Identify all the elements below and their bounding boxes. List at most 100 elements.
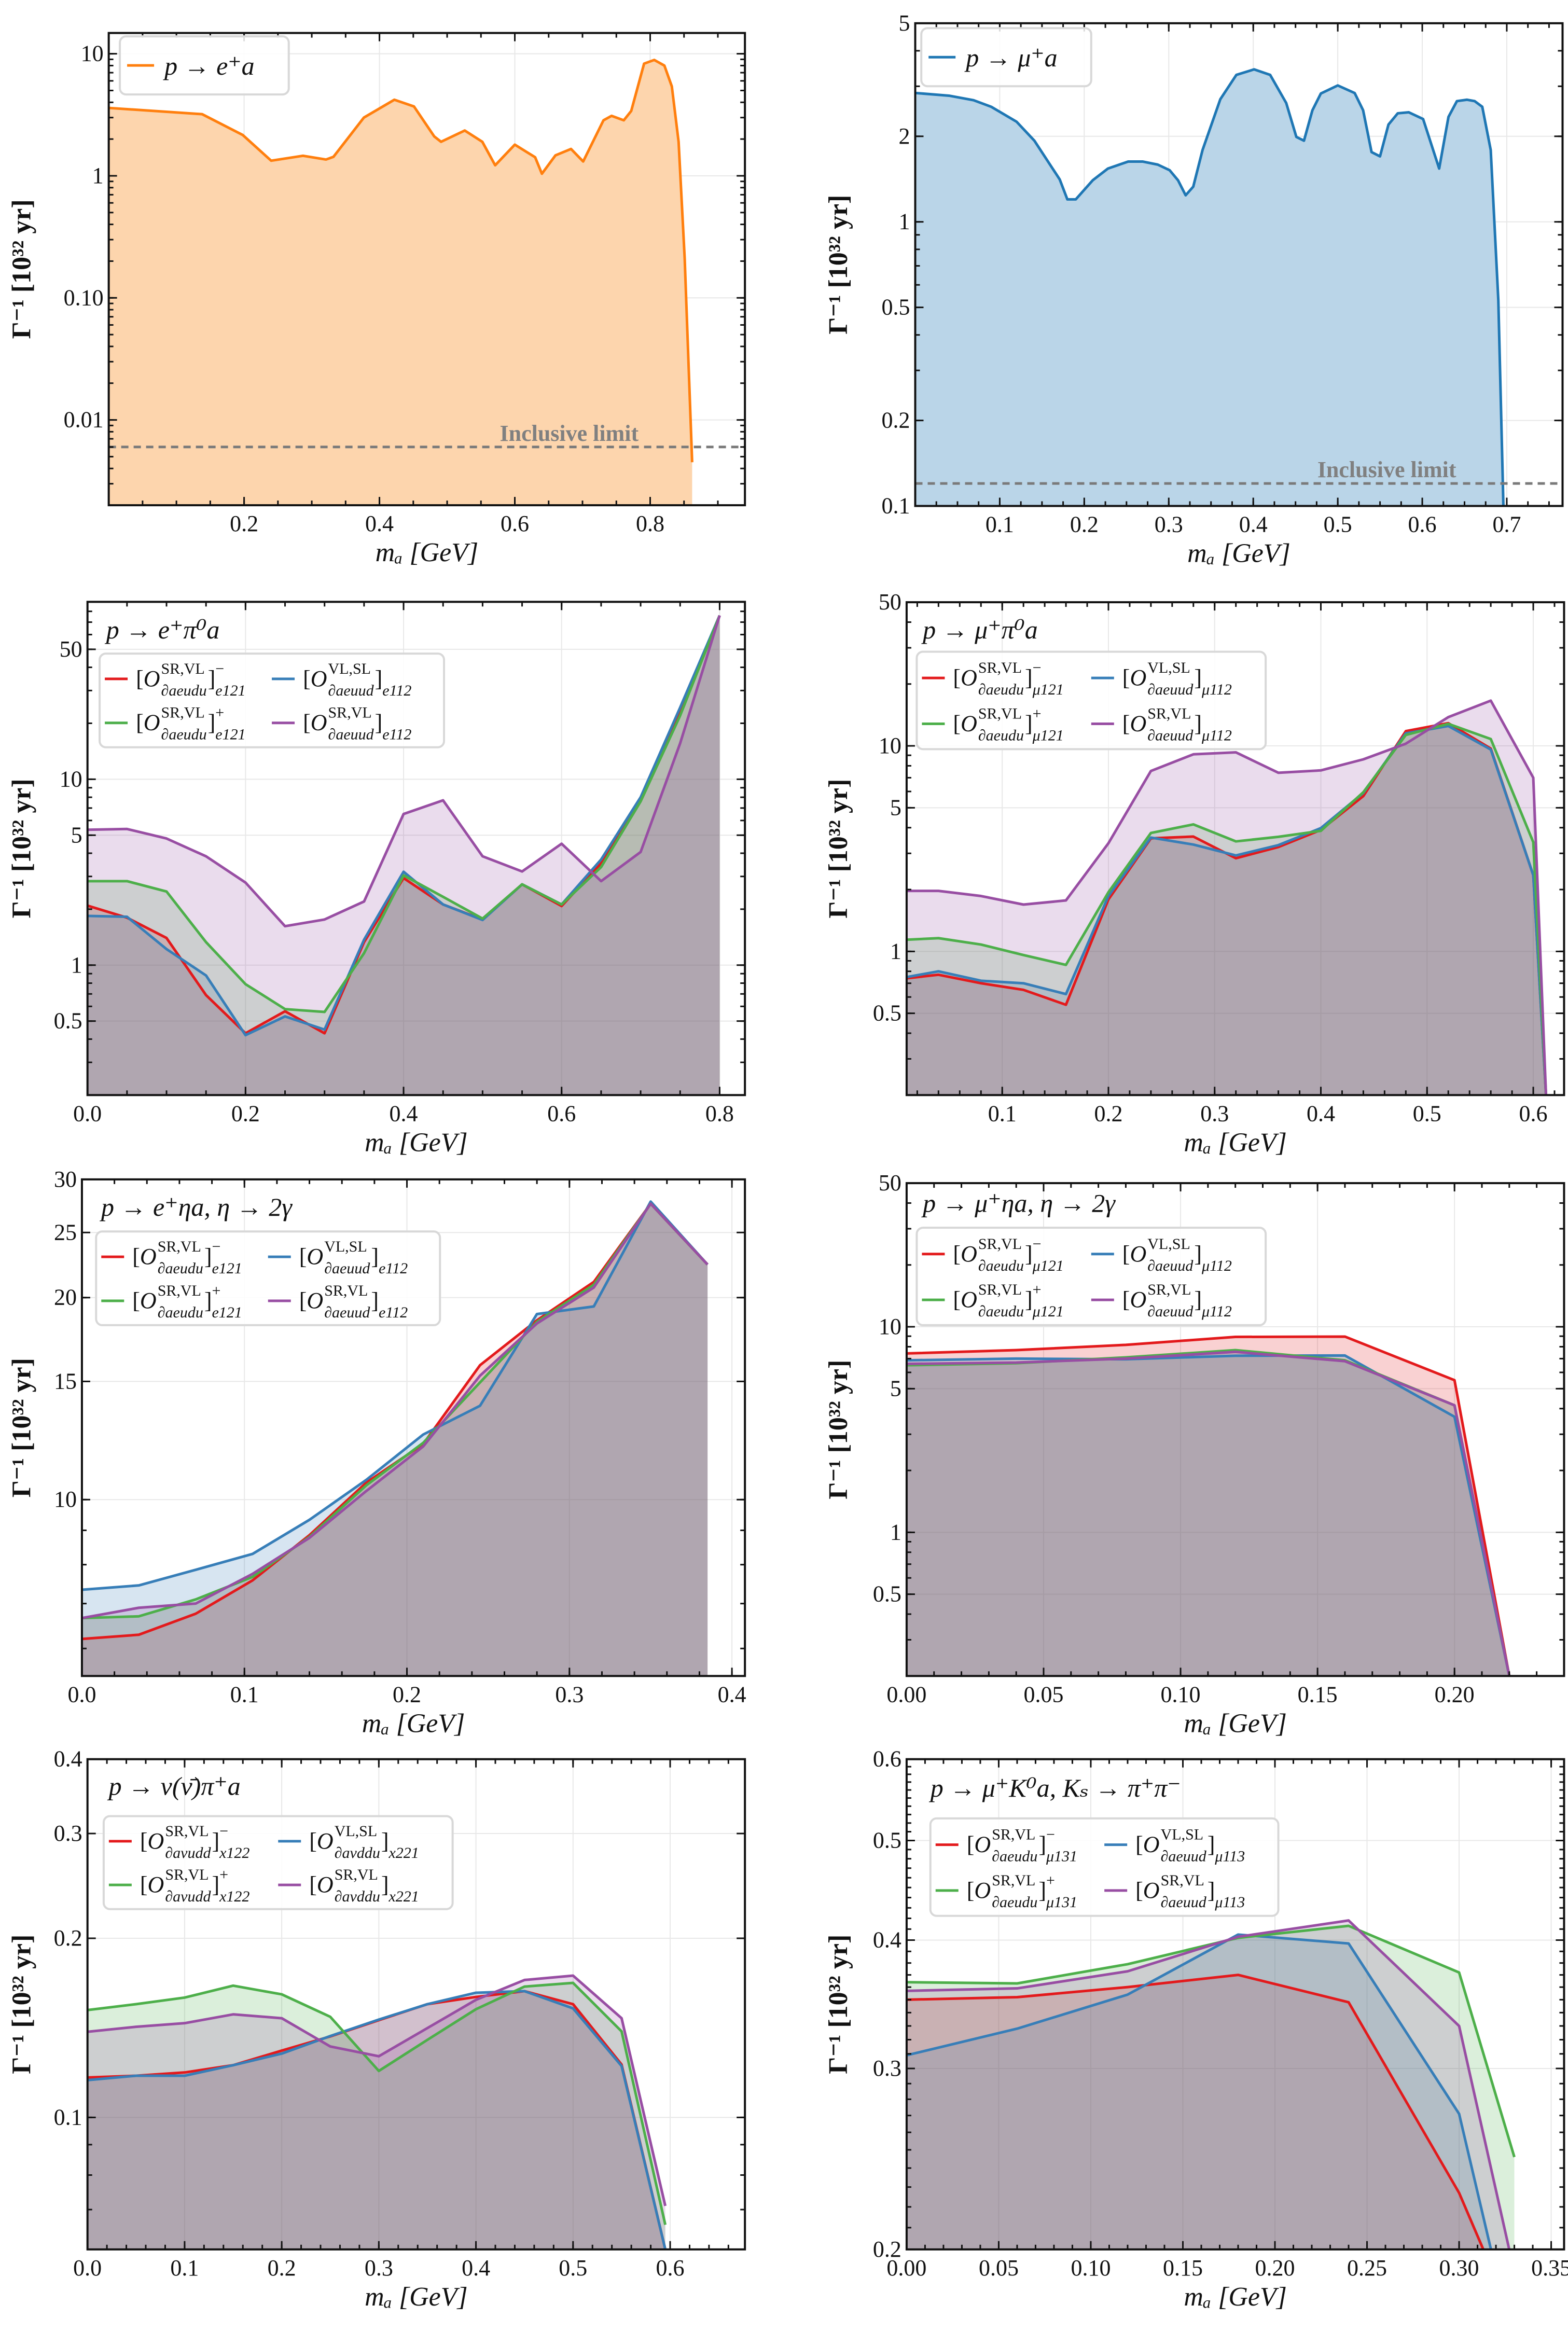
y-tick-label: 25 <box>54 1219 77 1245</box>
legend-operator: O <box>148 1828 164 1854</box>
plot-frame <box>86 1758 746 2251</box>
plot-frame <box>905 1758 1565 2251</box>
x-tick-label: 0.20 <box>1435 1682 1475 1707</box>
legend-operator-fields: ∂aνddu <box>335 1888 380 1905</box>
series-2-fill <box>87 615 720 1095</box>
x-tick-label: 0.3 <box>555 1682 584 1707</box>
series-2-fill <box>81 1201 708 1676</box>
legend-index: μ121 <box>1032 681 1064 698</box>
y-tick-label: 0.5 <box>873 1828 901 1853</box>
legend-sign: − <box>219 1823 228 1840</box>
legend-operator-type: SR,VL <box>978 659 1022 676</box>
legend-operator: O <box>961 665 977 690</box>
series-3-line <box>87 1981 667 2225</box>
legend-operator-type: SR,VL <box>992 1826 1035 1843</box>
legend-sign: + <box>1033 705 1042 722</box>
legend-index: e112 <box>379 1260 408 1277</box>
legend-operator-type: VL,SL <box>1147 659 1190 676</box>
legend-sign: + <box>1046 1872 1055 1889</box>
legend-operator-fields: ∂aeudu <box>978 1257 1024 1274</box>
legend-operator: O <box>1143 1832 1160 1857</box>
panel-3: 0.0 0.2 0.4 0.6 0.8 50 10 5 1 0.5 mₐ [GeV] Γ⁻¹ [10³… <box>7 601 746 1157</box>
legend-item-3: [O SR,VL ∂aνudd] + x122 <box>108 1866 249 1905</box>
y-tick-label: 10 <box>879 733 901 758</box>
panel-title: p → ν(ν̄)π⁺a <box>107 1771 241 1800</box>
legend: [O SR,VL∂aeudu] −e121[O VL,SL∂aeuud] e112[O S… <box>95 1230 441 1326</box>
legend-operator-type: SR,VL <box>1147 705 1191 722</box>
legend-operator: O <box>1130 1241 1146 1267</box>
legend-operator-fields: ∂aeudu <box>978 727 1024 744</box>
legend-operator-type: SR,VL <box>1161 1872 1204 1889</box>
legend: p → e⁺a <box>119 35 290 96</box>
legend-operator-fields: ∂aeudu <box>161 726 207 743</box>
legend-bracket-open: [ <box>132 1288 140 1313</box>
legend-operator: O <box>317 1872 334 1897</box>
y-axis-label: Γ⁻¹ [10³² yr] <box>7 199 37 339</box>
series-4-line <box>906 1350 1511 1676</box>
legend-operator-type: VL,SL <box>1147 1235 1190 1253</box>
x-tick-label: 0.7 <box>1492 512 1521 537</box>
legend-sign: − <box>1046 1826 1055 1843</box>
y-tick-label: 50 <box>879 1170 901 1196</box>
legend-operator-fields: ∂aeuud <box>1147 727 1194 744</box>
plot-area <box>915 68 1505 506</box>
legend-bracket-close: ] <box>371 1244 379 1269</box>
plot-area <box>87 615 721 1095</box>
legend-bracket-close: ] <box>1025 1241 1033 1267</box>
series-1-fill <box>916 69 1504 506</box>
y-tick-label: 2 <box>899 123 910 149</box>
legend-sign: + <box>215 704 224 721</box>
x-tick-label: 0.6 <box>1408 512 1437 537</box>
inclusive-limit-label: Inclusive limit <box>499 421 639 446</box>
legend-operator-fields: ∂aeudu <box>158 1304 203 1321</box>
legend-item-2: [O VL,SL ∂aeuud] μ112 <box>1091 1235 1232 1274</box>
legend-operator-type: SR,VL <box>335 1866 378 1883</box>
panel-6: 0.00 0.05 0.10 0.15 0.20 50 10 5 1 0.5 mₐ [GeV] Γ⁻¹… <box>824 1170 1565 1738</box>
legend-operator-type: SR,VL <box>158 1282 201 1299</box>
legend-bracket-close: ] <box>208 666 216 691</box>
legend-index: μ131 <box>1046 1848 1077 1865</box>
legend-operator-type: VL,SL <box>324 1238 367 1255</box>
legend-operator-fields: ∂aeuud <box>1147 681 1194 698</box>
x-tick-label: 0.05 <box>979 2255 1019 2281</box>
legend: p → μ⁺a <box>920 27 1092 88</box>
legend-index: μ131 <box>1046 1894 1077 1911</box>
y-axis-label: Γ⁻¹ [10³² yr] <box>824 1360 853 1499</box>
panel-2: Inclusive limit 0.1 0.2 0.3 0.4 0.5 0.6 0.7 5 2 1 0… <box>824 10 1564 568</box>
legend-operator: O <box>311 710 327 735</box>
series-4-fill <box>906 700 1546 1095</box>
y-tick-label: 0.5 <box>882 295 910 320</box>
legend-index: e121 <box>212 1260 242 1277</box>
plot-frame <box>107 32 746 507</box>
x-tick-label: 0.3 <box>1155 512 1183 537</box>
legend-bracket-close: ] <box>1025 665 1033 690</box>
x-tick-label: 0.30 <box>1439 2255 1479 2281</box>
legend-bracket-open: [ <box>136 666 144 691</box>
legend-box <box>920 27 1092 88</box>
y-tick-label: 0.3 <box>873 2056 901 2081</box>
legend-bracket-open: [ <box>1122 1287 1130 1312</box>
series-4-fill <box>906 1920 1509 2249</box>
legend-bracket-open: [ <box>953 665 961 690</box>
x-tick-label: 0.4 <box>1307 1101 1335 1126</box>
legend-operator-fields: ∂aeuud <box>1147 1257 1194 1274</box>
legend-bracket-open: [ <box>967 1878 975 1903</box>
plot-frame <box>80 1178 746 1677</box>
plot-area <box>108 59 693 506</box>
y-tick-label: 1 <box>890 1519 901 1545</box>
x-tick-label: 0.0 <box>67 1682 96 1707</box>
series-4-line <box>87 615 721 928</box>
series-1-line <box>906 1974 1485 2249</box>
y-axis-label: Γ⁻¹ [10³² yr] <box>7 1935 37 2074</box>
legend-operator-fields: ∂aeuud <box>1147 1303 1194 1320</box>
legend-operator-fields: ∂aeuud <box>328 726 374 743</box>
y-tick-label: 50 <box>60 636 82 662</box>
panel-4: 0.1 0.2 0.3 0.4 0.5 0.6 50 10 5 1 0.5 mₐ [GeV] Γ⁻¹ [… <box>824 589 1565 1157</box>
y-axis-label: Γ⁻¹ [10³² yr] <box>7 779 37 918</box>
legend-item-1: [O SR,VL ∂aeudu] − μ131 <box>935 1826 1077 1865</box>
x-tick-label: 0.4 <box>365 511 394 536</box>
legend-bracket-open: [ <box>140 1828 148 1854</box>
ticks <box>914 22 1563 507</box>
series-2-fill <box>906 1934 1491 2249</box>
legend-operator-type: SR,VL <box>1147 1281 1191 1298</box>
